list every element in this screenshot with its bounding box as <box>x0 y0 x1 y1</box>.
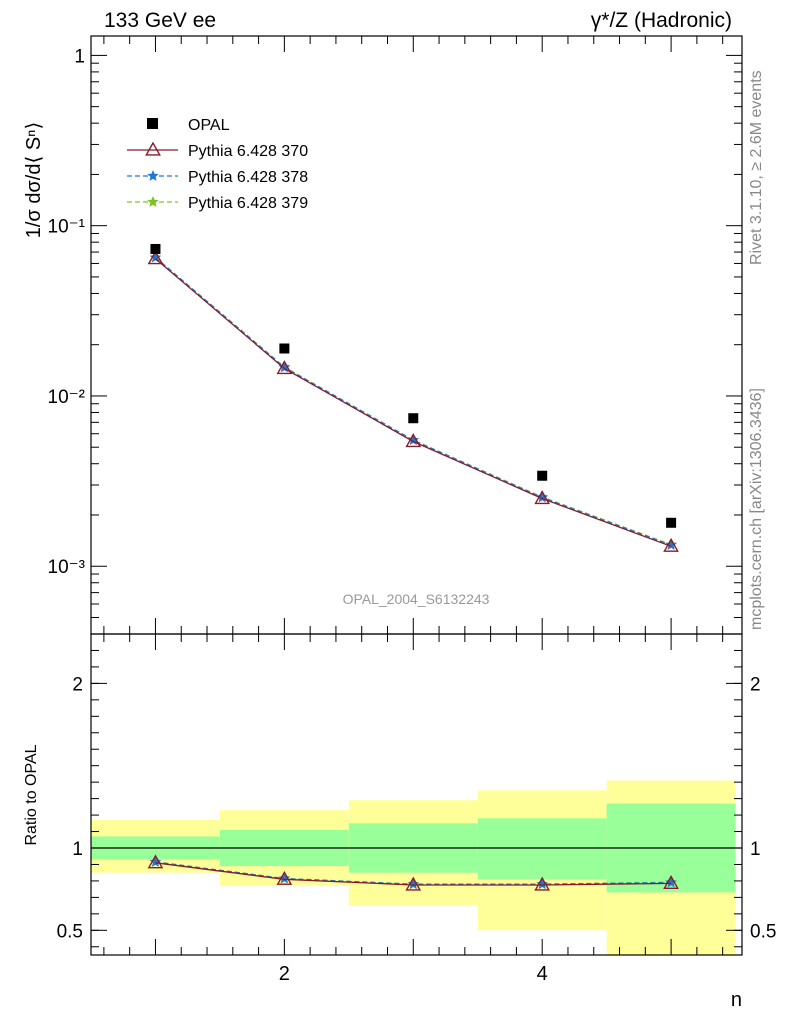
legend-label: OPAL <box>188 117 230 134</box>
legend: OPAL Pythia 6.428 370 Pythia 6.428 378 Pyth… <box>127 117 308 212</box>
main-ytick-label: 10⁻¹ <box>48 217 86 238</box>
main-ytick-label: 1 <box>74 46 85 67</box>
opal-data-point <box>408 413 419 424</box>
legend-marker-star <box>147 196 159 207</box>
main-marker-370 <box>663 537 679 552</box>
main-line-3 <box>155 257 672 546</box>
main-marker-378 <box>407 434 419 445</box>
main-ytick-label: 10⁻² <box>48 387 86 408</box>
opal-data-point <box>537 470 548 481</box>
x-tick-label: 4 <box>537 963 548 985</box>
main-marker-370 <box>405 433 422 448</box>
main-marker-378 <box>149 251 162 263</box>
ratio-marker-370 <box>663 874 679 889</box>
analysis-watermark: OPAL_2004_S6132243 <box>343 591 490 607</box>
legend-marker-triangle <box>145 141 161 156</box>
ratio-bands <box>91 780 742 955</box>
ratio-marker-370 <box>147 854 164 869</box>
ratio-ytick-label-right: 2 <box>750 674 761 695</box>
main-marker-370 <box>534 490 550 505</box>
main-line-1 <box>155 258 672 547</box>
main-series <box>147 243 679 552</box>
main-marker-370 <box>276 360 293 375</box>
main-y-ticks: 1 10⁻¹ 10⁻² 10⁻³ <box>48 46 742 635</box>
ratio-marker-378 <box>278 872 291 884</box>
ratio-marker-378 <box>536 878 548 890</box>
ratio-marker-370 <box>276 870 293 885</box>
ratio-plot-frame <box>90 633 743 956</box>
ratio-marker-378 <box>665 876 677 888</box>
legend-label: Pythia 6.428 378 <box>188 169 308 186</box>
ratio-line-0 <box>155 862 672 886</box>
ratio-ytick-label-right: 1 <box>750 839 761 860</box>
main-marker-378 <box>665 539 677 550</box>
main-line-2 <box>155 257 672 546</box>
ratio-ylabel: Ratio to OPAL <box>23 744 40 845</box>
opal-data-point <box>666 517 677 528</box>
ratio-ytick-label-left: 2 <box>72 674 83 695</box>
ratio-ytick-label-left: 0.5 <box>57 921 83 942</box>
ratio-ytick-label-right: 0.5 <box>750 921 776 942</box>
main-marker-370 <box>147 250 164 265</box>
legend-label: Pythia 6.428 370 <box>188 143 308 160</box>
legend-label: Pythia 6.428 379 <box>188 195 308 212</box>
ratio-y-ticks: 2 2 1 1 0.5 0.5 <box>57 649 776 948</box>
main-ylabel: 1/σ dσ/d⟨ Sⁿ⟩ <box>23 122 45 239</box>
ratio-marker-370 <box>534 876 550 891</box>
ratio-marker-370 <box>405 876 422 891</box>
ratio-marker-378 <box>149 856 162 867</box>
band-inner-3 <box>477 818 607 880</box>
header-right: γ*/Z (Hadronic) <box>591 9 732 32</box>
x-tick-label: 2 <box>279 963 290 985</box>
ratio-marker-378 <box>407 878 419 890</box>
ratio-frame-rect <box>90 633 743 956</box>
header-left: 133 GeV ee <box>104 9 216 32</box>
ratio-ytick-label-left: 1 <box>72 839 83 860</box>
legend-marker-star <box>147 170 159 181</box>
x-axis-title: n <box>731 989 742 1011</box>
legend-marker-opal <box>147 118 158 129</box>
main-marker-378 <box>278 361 291 373</box>
rivet-label: Rivet 3.1.10, ≥ 2.6M events <box>748 70 765 265</box>
ratio-series <box>147 854 679 891</box>
opal-data-point <box>279 343 290 354</box>
mcplots-label: mcplots.cern.ch [arXiv:1306.3436] <box>748 388 765 630</box>
opal-data-point <box>150 243 161 254</box>
main-ytick-label: 10⁻³ <box>48 557 86 578</box>
